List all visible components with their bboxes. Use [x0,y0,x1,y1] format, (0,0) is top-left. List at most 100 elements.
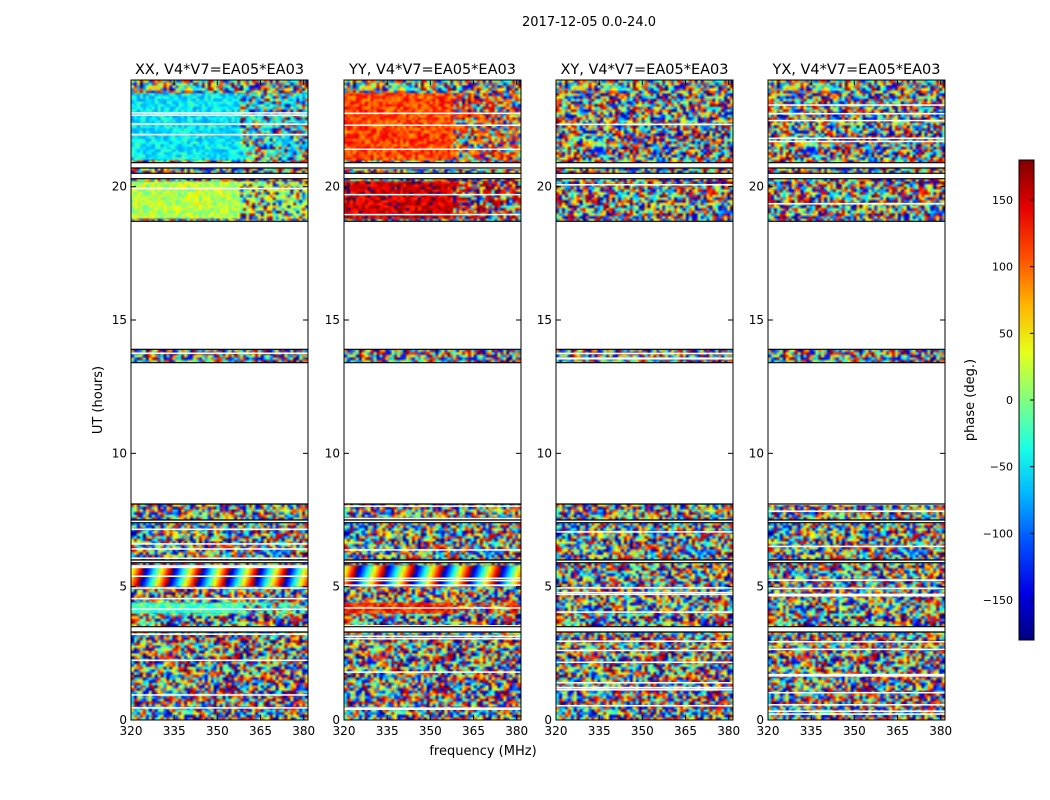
flagged-row [131,187,308,190]
flagged-row [131,575,308,577]
flagged-row [344,124,521,127]
phase-feature-image [131,80,308,720]
flagged-row [768,493,945,495]
flagged-row [131,133,308,136]
flagged-row [344,708,521,710]
y-tick-label: 5 [756,580,764,594]
flagged-row [768,405,945,407]
flagged-row [131,442,308,445]
panel-frame [555,79,734,721]
colorbar-tick-label: 50 [999,327,1013,340]
panel-frame [767,79,946,721]
flagged-row [131,587,308,589]
colorbar-tick-label: −50 [990,461,1013,474]
flagged-row [131,344,308,346]
flagged-row [131,426,308,428]
flagged-row [556,681,733,684]
panel-xy: XY, V4*V7=EA05*EA03 320 335 350 365 380 0 5 10 15… [537,62,740,738]
y-tick-label: 20 [537,180,552,194]
y-tick-label: 15 [749,313,764,327]
y-tick-label: 10 [112,446,127,460]
flagged-row [344,112,521,115]
flagged-row [768,276,945,278]
x-axis-label: frequency (MHz) [429,744,536,759]
flagged-row [344,459,521,461]
flagged-row [556,374,733,377]
y-axis-label: UT (hours) [91,366,106,434]
flagged-row [344,517,521,520]
flagged-row [344,300,521,303]
flagged-row [768,648,945,651]
flagged-row [344,505,521,507]
panel-yy: YY, V4*V7=EA05*EA03 320 335 350 365 380 0 5 10 15… [325,62,528,738]
flagged-row [556,358,733,360]
flagged-row [556,661,733,664]
flagged-row [344,549,521,551]
y-tick-label: 15 [325,313,340,327]
flagged-row [768,335,945,337]
flagged-row [556,123,733,126]
flagged-row [768,510,945,512]
flagged-row [344,637,521,640]
flagged-row [768,340,945,342]
flagged-row [768,137,945,140]
flagged-row [768,593,945,596]
flagged-row [556,321,733,323]
flagged-row [768,545,945,548]
flagged-row [768,587,945,590]
y-tick-label: 15 [537,313,552,327]
x-tick-label: 380 [292,724,315,738]
flagged-row [768,255,945,258]
y-tick-label: 0 [544,713,552,727]
flagged-row [344,289,521,292]
flagged-row [556,315,733,317]
y-tick-label: 20 [112,180,127,194]
flagged-row [768,421,945,424]
flagged-row [556,649,733,652]
flagged-row [131,557,308,560]
flagged-row [768,579,945,581]
panel-title: YX, V4*V7=EA05*EA03 [771,62,940,78]
flagged-row [556,275,733,278]
flagged-row [344,193,521,196]
y-tick-label: 10 [537,446,552,460]
panel-frame [130,79,309,721]
y-tick-label: 5 [544,580,552,594]
colorbar-tick-label: 0 [1006,394,1013,407]
y-tick-label: 0 [119,713,127,727]
flagged-row [344,707,521,709]
flagged-row [556,449,733,451]
flagged-row [556,587,733,589]
flagged-row [768,104,945,106]
flagged-row [131,548,308,550]
flagged-row [344,479,521,482]
phase-colorbar: 150 100 50 0 −50 −100 −150 phase (deg.) [963,159,1035,641]
flagged-row [131,285,308,288]
flagged-row [556,264,733,267]
flagged-row [556,489,733,491]
phase-feature-image [768,80,945,720]
flagged-row [131,345,308,347]
flagged-row [344,498,521,501]
flagged-row [556,640,733,642]
y-tick-label: 5 [332,580,340,594]
flagged-row [344,267,521,270]
flagged-row [768,459,945,461]
flagged-row [344,374,521,377]
x-tick-label: 350 [843,724,866,738]
flagged-row [556,593,733,596]
flagged-row [131,608,308,611]
flagged-row [556,364,733,366]
flagged-row [344,148,521,151]
flagged-row [131,241,308,244]
flagged-row [768,316,945,319]
flagged-row [131,597,308,600]
colorbar-tick-label: −100 [983,527,1013,540]
panel-xx: XX, V4*V7=EA05*EA03 320 335 350 365 380 0 5 10 15… [112,62,315,738]
colorbar-tick-label: 150 [992,194,1013,207]
flagged-row [344,223,521,225]
flagged-row [131,315,308,318]
flagged-row [556,166,733,168]
flagged-row [768,691,945,694]
